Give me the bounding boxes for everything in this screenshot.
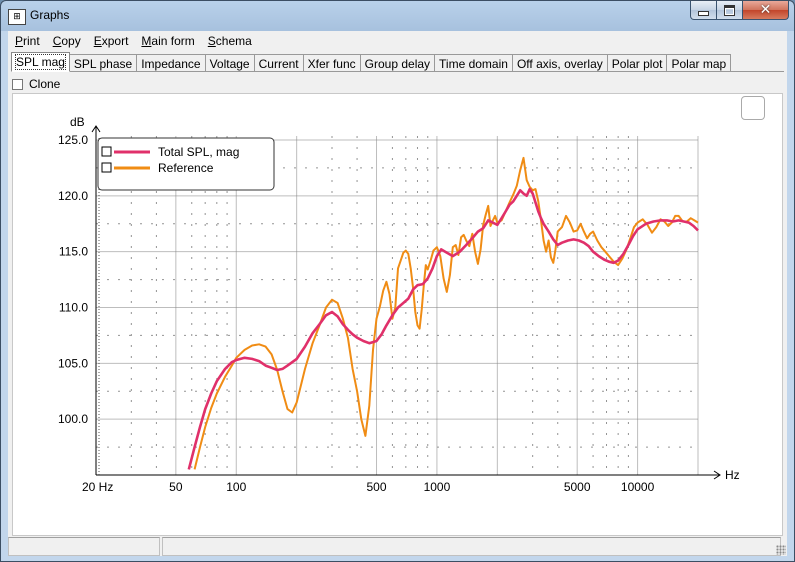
legend-checkbox[interactable]: [101, 146, 112, 157]
menu-accelerator: M: [141, 34, 152, 48]
menu-label-rest: chema: [215, 34, 252, 48]
title-bar[interactable]: ⊞ Graphs ✕: [1, 1, 794, 31]
status-panel-1: [8, 537, 160, 556]
y-tick-label: 100.0: [58, 412, 88, 426]
x-tick-label: 20 Hz: [82, 480, 113, 494]
y-axis-arrow: [91, 125, 101, 133]
x-tick-label: 100: [226, 480, 246, 494]
tab-impedance[interactable]: Impedance: [136, 54, 206, 72]
maximize-icon: [724, 4, 735, 16]
x-tick-label: 500: [367, 480, 387, 494]
menu-bar: Print Copy Export Main form Schema: [8, 31, 787, 51]
tab-label: Voltage: [209, 57, 250, 71]
app-icon: ⊞: [8, 9, 26, 25]
clone-checkbox[interactable]: [12, 78, 23, 90]
tab-xfer-func[interactable]: Xfer func: [302, 54, 361, 72]
tab-label: Xfer func: [307, 57, 356, 71]
tab-polar-map[interactable]: Polar map: [666, 54, 732, 72]
tab-group-delay[interactable]: Group delay: [359, 54, 436, 72]
tab-label: Current: [258, 57, 299, 71]
y-tick-label: 110.0: [59, 301, 88, 315]
clone-checkbox-row[interactable]: Clone: [12, 77, 60, 91]
menu-copy[interactable]: Copy: [46, 31, 87, 51]
close-icon: ✕: [759, 2, 772, 18]
y-tick-label: 115.0: [59, 245, 88, 259]
tab-polar-plot[interactable]: Polar plot: [606, 54, 668, 72]
x-tick-label: 50: [169, 480, 183, 494]
plot-corner-button[interactable]: [741, 96, 765, 120]
tab-time-domain[interactable]: Time domain: [434, 54, 513, 72]
menu-print[interactable]: Print: [8, 31, 46, 51]
menu-accelerator: C: [52, 34, 62, 48]
menu-label-rest: ain form: [151, 34, 195, 48]
tab-label: SPL phase: [73, 57, 133, 71]
menu-accelerator: S: [207, 34, 216, 48]
status-bar: [8, 537, 787, 556]
legend-entry: Total SPL, mag: [158, 145, 239, 159]
plot-panel: dB Hz 100.0 105.0 110.0 115.0 120.0 125.0 20 Hz 5…: [12, 93, 783, 536]
tab-divider: [11, 71, 784, 72]
minimize-icon: [698, 10, 709, 16]
tab-current[interactable]: Current: [253, 54, 304, 72]
tab-spl-phase[interactable]: SPL phase: [68, 54, 138, 72]
menu-main-form[interactable]: Main form: [134, 31, 200, 51]
clone-label: Clone: [29, 77, 61, 91]
menu-accelerator: E: [93, 34, 102, 48]
series-line-total-spl-mag: [187, 187, 699, 470]
y-axis-label: dB: [70, 115, 85, 129]
window-title: Graphs: [30, 8, 70, 22]
close-button[interactable]: ✕: [743, 1, 789, 20]
tab-label: Polar plot: [611, 57, 663, 71]
tab-label: Group delay: [364, 57, 431, 71]
tab-label: Time domain: [439, 57, 508, 71]
maximize-button[interactable]: [717, 1, 743, 20]
window-controls: ✕: [690, 1, 789, 21]
x-tick-label: 10000: [621, 480, 655, 494]
tab-spl-mag[interactable]: SPL mag: [11, 52, 70, 72]
legend-entry: Reference: [158, 161, 214, 175]
x-tick-label: 5000: [564, 480, 591, 494]
menu-schema[interactable]: Schema: [201, 31, 258, 51]
status-panel-2: [162, 537, 781, 556]
menu-label-rest: xport: [101, 34, 129, 48]
menu-label-rest: opy: [61, 34, 81, 48]
minimize-button[interactable]: [690, 1, 717, 20]
resize-grip[interactable]: [776, 545, 786, 555]
legend-checkbox[interactable]: [101, 162, 112, 173]
tab-label: SPL mag: [15, 54, 66, 70]
menu-label-rest: rint: [23, 34, 40, 48]
tab-label: Impedance: [141, 57, 201, 71]
menu-export[interactable]: Export: [87, 31, 135, 51]
tab-label: Polar map: [671, 57, 727, 71]
x-axis-arrow: [713, 470, 721, 480]
y-tick-label: 105.0: [58, 356, 88, 370]
menu-accelerator: P: [15, 34, 24, 48]
x-tick-label: 1000: [424, 480, 451, 494]
tab-label: Off axis, overlay: [516, 57, 603, 71]
spl-chart[interactable]: dB Hz 100.0 105.0 110.0 115.0 120.0 125.0 20 Hz 5…: [13, 94, 782, 535]
client-area: Print Copy Export Main form Schema SPL mag SP…: [8, 31, 787, 556]
y-tick-label: 120.0: [58, 189, 88, 203]
tab-strip: SPL mag SPL phase Impedance Voltage Current X…: [11, 52, 732, 72]
tab-off-axis-overlay[interactable]: Off axis, overlay: [511, 54, 608, 72]
tab-voltage[interactable]: Voltage: [204, 54, 255, 72]
y-tick-label: 125.0: [58, 133, 88, 147]
x-axis-label: Hz: [725, 468, 740, 482]
series-line-reference: [193, 156, 699, 470]
